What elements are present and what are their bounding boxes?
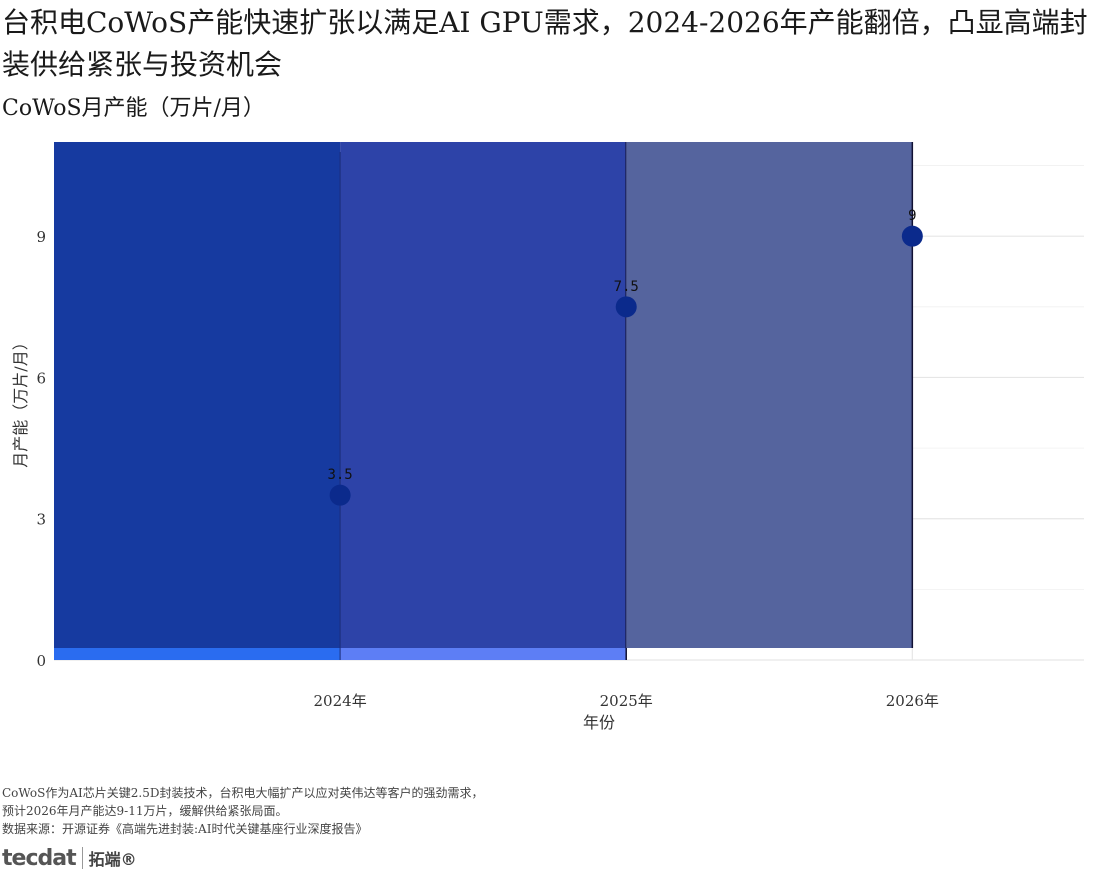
y-tick-label: 6 xyxy=(36,369,46,387)
x-tick-label: 2024年 xyxy=(314,692,367,710)
background-bands xyxy=(54,142,914,660)
band-2025年-2026年 xyxy=(626,142,913,648)
y-tick-label: 9 xyxy=(36,228,46,246)
data-label-2026年: 9 xyxy=(908,208,916,224)
y-tick-label: 0 xyxy=(36,652,46,670)
chart-subtitle: CoWoS月产能（万片/月） xyxy=(2,96,265,121)
brand-logo: tecdat 拓端® xyxy=(2,841,137,875)
y-axis-title: 月产能（万片/月） xyxy=(11,334,30,467)
data-points xyxy=(329,225,923,506)
data-label-2024年: 3.5 xyxy=(327,467,352,483)
y-tick-label: 3 xyxy=(36,511,46,529)
x-tick-label: 2026年 xyxy=(886,692,939,710)
caption-line-1: CoWoS作为AI芯片关键2.5D封装技术，台积电大幅扩产以应对英伟达等客户的强… xyxy=(2,786,484,800)
logo-mark: tecdat xyxy=(2,845,77,871)
data-point-2025年 xyxy=(615,296,637,318)
data-label-2025年: 7.5 xyxy=(614,279,639,295)
x-tick-label: 2025年 xyxy=(600,692,653,710)
data-labels: 3.5 7.5 9 xyxy=(327,208,916,483)
caption-source: 数据来源：开源证券《高端先进封装:AI时代关键基座行业深度报告》 xyxy=(2,822,368,836)
caption-line-2: 预计2026年月产能达9-11万片，缓解供给紧张局面。 xyxy=(2,804,288,818)
x-axis-title: 年份 xyxy=(583,713,615,732)
data-point-2024年 xyxy=(329,484,351,506)
band-pre-2024-base xyxy=(54,648,341,660)
chart-title: 台积电CoWoS产能快速扩张以满足AI GPU需求，2024-2026年产能翻倍… xyxy=(2,6,1088,81)
chart-caption: CoWoS作为AI芯片关键2.5D封装技术，台积电大幅扩产以应对英伟达等客户的强… xyxy=(2,784,484,838)
data-point-2026年 xyxy=(901,225,923,247)
band-pre-2024 xyxy=(54,142,341,660)
logo-text: 拓端® xyxy=(88,850,137,869)
band-2024年-2025年 xyxy=(340,142,627,660)
logo-divider xyxy=(81,847,83,869)
band-base-2024年 xyxy=(340,648,627,660)
